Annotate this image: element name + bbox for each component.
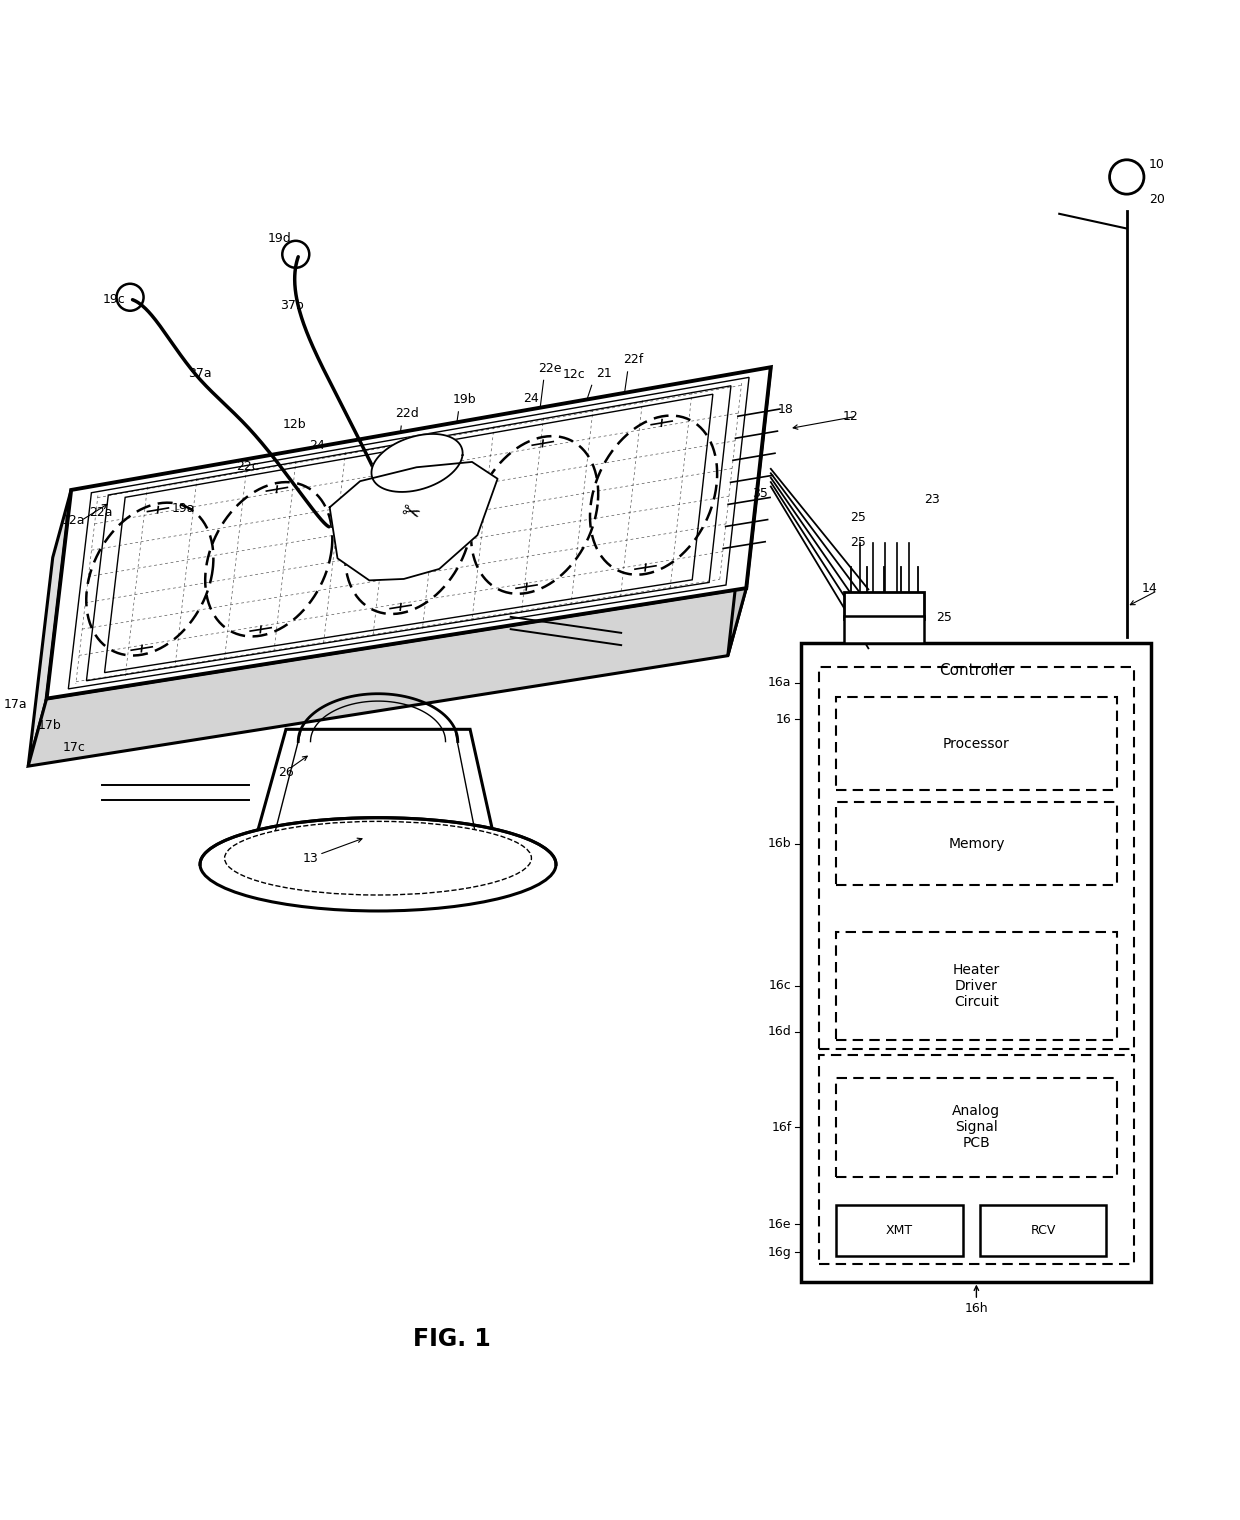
Bar — [818, 667, 1135, 1049]
Bar — [818, 1055, 1135, 1265]
Text: Memory: Memory — [949, 836, 1004, 851]
Text: 17b: 17b — [37, 719, 61, 733]
Text: ✂: ✂ — [398, 500, 422, 526]
Text: 25: 25 — [936, 611, 952, 625]
Text: 25: 25 — [851, 535, 867, 549]
Bar — [836, 803, 1117, 885]
Text: 19a: 19a — [171, 503, 195, 515]
Text: RCV: RCV — [1030, 1224, 1055, 1237]
Text: 18: 18 — [777, 403, 794, 415]
Text: 16e: 16e — [768, 1218, 791, 1231]
Bar — [836, 698, 1117, 790]
Text: 16f: 16f — [771, 1120, 791, 1134]
Bar — [980, 1205, 1106, 1256]
Text: Controller: Controller — [939, 663, 1014, 678]
Text: 19d: 19d — [268, 233, 291, 245]
Polygon shape — [29, 588, 746, 766]
Text: 22d: 22d — [396, 407, 419, 421]
Text: 24: 24 — [523, 392, 539, 404]
Text: 16b: 16b — [768, 838, 791, 850]
Text: 12c: 12c — [563, 368, 585, 382]
Text: 19c: 19c — [103, 293, 125, 306]
Text: 16a: 16a — [768, 676, 791, 689]
Text: 13: 13 — [303, 851, 319, 865]
Ellipse shape — [200, 818, 556, 910]
Text: 22f: 22f — [624, 353, 644, 366]
Text: FIG. 1: FIG. 1 — [413, 1327, 491, 1351]
Text: 21: 21 — [596, 366, 611, 380]
Text: 12b: 12b — [283, 418, 306, 430]
Polygon shape — [47, 368, 771, 699]
Text: 10: 10 — [1148, 158, 1164, 172]
Text: Analog
Signal
PCB: Analog Signal PCB — [952, 1104, 1001, 1151]
Text: 22c: 22c — [237, 459, 259, 473]
Text: 37a: 37a — [188, 366, 212, 380]
Text: Processor: Processor — [942, 737, 1009, 751]
Text: 12: 12 — [843, 410, 858, 423]
Bar — [836, 932, 1117, 1040]
Polygon shape — [330, 462, 497, 581]
Bar — [844, 617, 924, 643]
Text: 26: 26 — [278, 766, 294, 778]
Text: 16g: 16g — [768, 1246, 791, 1259]
Bar — [836, 1205, 962, 1256]
Text: 25: 25 — [851, 511, 867, 524]
Bar — [836, 1078, 1117, 1176]
Bar — [801, 643, 1151, 1281]
Text: 24: 24 — [310, 439, 325, 453]
Text: 17c: 17c — [62, 742, 86, 754]
Text: 16: 16 — [776, 713, 791, 727]
Polygon shape — [29, 489, 71, 766]
Bar — [844, 591, 924, 619]
Ellipse shape — [224, 821, 532, 895]
Text: 23: 23 — [924, 492, 940, 506]
Polygon shape — [372, 433, 463, 492]
Text: 16d: 16d — [768, 1024, 791, 1038]
Text: 22a: 22a — [89, 506, 113, 518]
Text: 35: 35 — [753, 486, 769, 500]
Text: XMT: XMT — [885, 1224, 913, 1237]
Text: 22e: 22e — [538, 362, 562, 374]
Text: 19b: 19b — [453, 394, 476, 406]
Text: 14: 14 — [1142, 582, 1157, 594]
Text: 17a: 17a — [4, 698, 27, 711]
Text: 12a: 12a — [62, 514, 86, 527]
Text: 16h: 16h — [965, 1303, 988, 1315]
Text: 16c: 16c — [769, 979, 791, 993]
Text: 37b: 37b — [280, 299, 304, 312]
Text: 20: 20 — [1148, 193, 1164, 205]
Polygon shape — [728, 368, 771, 655]
Text: Heater
Driver
Circuit: Heater Driver Circuit — [952, 962, 999, 1009]
Polygon shape — [255, 730, 495, 839]
